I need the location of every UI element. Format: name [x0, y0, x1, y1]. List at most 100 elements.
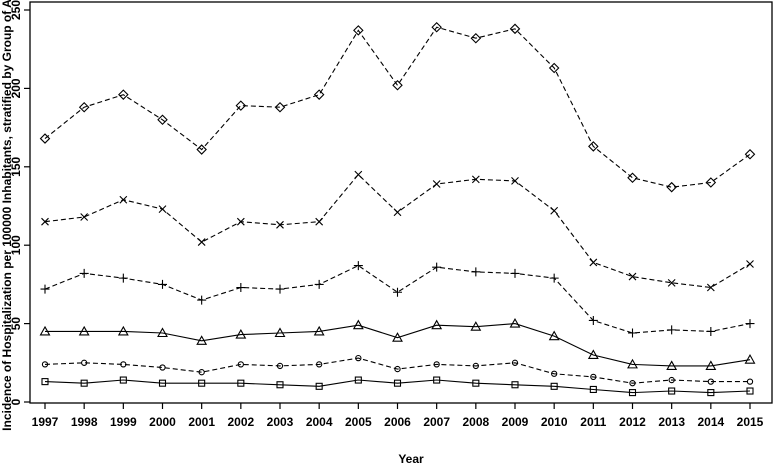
y-tick-label: 200: [9, 78, 23, 98]
square-point: [158, 379, 167, 387]
square-point: [550, 382, 558, 390]
series-layer: [39, 21, 756, 397]
x-tick-label: 2014: [697, 415, 724, 429]
diamond-point: [470, 32, 482, 44]
x-point: [276, 220, 284, 229]
plus-point: [667, 325, 677, 335]
circle-point: [668, 376, 675, 384]
y-axis-title: Incidence of Hospitalization per 100000 …: [0, 0, 14, 431]
y-axis: 0 50 100 150 200 250: [9, 0, 30, 405]
plus-point: [314, 279, 324, 289]
square-point: [511, 381, 519, 389]
x-tick-label: 2011: [580, 415, 606, 429]
diamond-point: [157, 114, 168, 126]
diamond-point: [588, 141, 599, 152]
diamond-point: [627, 172, 638, 184]
x-tick-label: 1999: [110, 415, 137, 429]
square-point: [80, 379, 88, 387]
x-tick-label: 2010: [541, 415, 568, 429]
triangle-point: [196, 335, 208, 345]
circle-point: [629, 380, 636, 387]
x-point: [80, 213, 89, 221]
square-point: [746, 387, 754, 395]
plus-point: [706, 326, 716, 336]
triangle-point: [470, 321, 482, 331]
plus-point: [236, 283, 246, 293]
circle-point: [433, 361, 440, 368]
circle-point: [355, 354, 362, 362]
x-tick-label: 2007: [423, 415, 450, 429]
diamond-point: [274, 101, 286, 113]
plus-point: [471, 267, 481, 277]
square-point: [668, 387, 676, 395]
plus-point: [510, 268, 520, 278]
triangle-point: [274, 327, 286, 338]
plus-point: [393, 287, 402, 297]
diamond-point: [118, 89, 129, 100]
circle-point: [41, 361, 49, 368]
circle-point: [81, 359, 88, 366]
plot-border: [29, 1, 773, 404]
x-tick-label: 2013: [658, 415, 685, 429]
x-point: [432, 180, 441, 188]
diamond-point: [235, 100, 247, 111]
x-point: [158, 205, 167, 214]
square-point: [315, 382, 323, 390]
square-point: [119, 376, 127, 384]
plus-point: [353, 261, 363, 271]
x-tick-label: 2008: [462, 415, 489, 429]
triangle-point: [509, 317, 521, 328]
plus-point: [158, 279, 167, 289]
x-tick-label: 1998: [71, 415, 98, 429]
x-point: [236, 217, 245, 226]
circle-point: [237, 361, 244, 368]
plot-frame: [29, 1, 773, 404]
x-tick-label: 2000: [149, 415, 176, 429]
plus-point: [79, 268, 89, 278]
y-tick-label: 250: [9, 0, 23, 20]
triangle-point: [157, 327, 168, 338]
diamond-point: [78, 101, 90, 113]
x-axis: 1997 1998 1999 2000 2001 2002 2003 2004 2005 2006…: [32, 403, 764, 429]
x-tick-label: 2015: [737, 415, 764, 429]
circle-point: [276, 362, 284, 370]
triangle-point: [392, 332, 403, 342]
y-tick-label: 100: [9, 235, 23, 255]
x-point: [550, 206, 559, 215]
circle-point: [746, 378, 754, 385]
diamond-point: [196, 144, 207, 155]
triangle-point: [352, 319, 364, 330]
diamond-point: [39, 133, 51, 144]
series-line-diamond: [44, 26, 751, 188]
square-point: [628, 389, 637, 397]
circle-point: [472, 362, 479, 370]
series-square: [41, 376, 754, 397]
x-point: [393, 208, 402, 217]
square-point: [707, 389, 715, 397]
square-point: [589, 385, 597, 394]
x-tick-label: 2001: [188, 415, 215, 429]
series-x: [41, 170, 754, 292]
circle-point: [316, 361, 323, 368]
x-tick-label: 2003: [267, 415, 294, 429]
x-point: [628, 272, 637, 281]
square-point: [472, 379, 480, 387]
circle-point: [551, 370, 558, 377]
x-tick-label: 2004: [306, 415, 333, 429]
x-tick-label: 2006: [384, 415, 411, 429]
triangle-point: [117, 325, 129, 336]
x-point: [471, 175, 480, 184]
series-line-x: [44, 173, 751, 289]
plus-point: [40, 284, 50, 294]
y-tick-label: 150: [9, 156, 23, 176]
square-point: [433, 376, 441, 384]
series-triangle: [39, 317, 756, 370]
diamond-point: [666, 181, 677, 193]
plus-point: [197, 295, 207, 305]
triangle-point: [313, 325, 325, 336]
x-point: [354, 170, 363, 179]
circle-point: [511, 359, 519, 366]
x-point: [511, 177, 519, 185]
plus-point: [549, 273, 559, 283]
plus-point: [432, 262, 442, 272]
